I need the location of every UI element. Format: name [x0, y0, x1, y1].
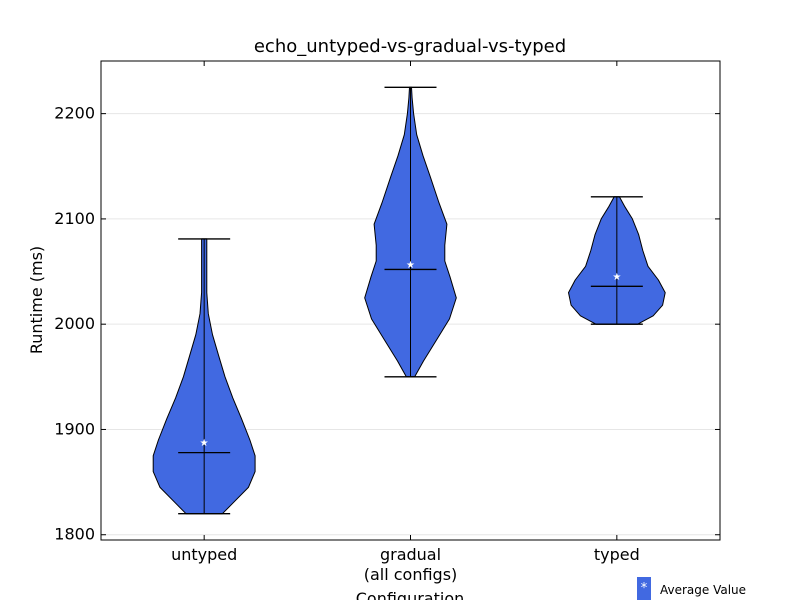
y-tick-label: 1900: [54, 419, 95, 438]
y-axis: 1800 1900 2000 2100 2200: [54, 104, 720, 544]
legend-star-icon: *: [641, 581, 648, 596]
y-tick-label: 1800: [54, 525, 95, 544]
violin-typed: ★: [568, 196, 666, 325]
violin-gradual: ★: [364, 86, 457, 378]
mean-star-icon: ★: [200, 438, 209, 449]
x-tick-label: gradual: [380, 545, 441, 564]
chart-title: echo_untyped-vs-gradual-vs-typed: [254, 36, 566, 57]
legend-swatch: [637, 577, 651, 600]
mean-star-icon: ★: [612, 272, 621, 283]
y-tick-label: 2000: [54, 314, 95, 333]
y-axis-label: Runtime (ms): [27, 246, 46, 354]
x-tick-sublabel: (all configs): [364, 565, 458, 584]
legend: * Average Value: [637, 577, 746, 600]
mean-star-icon: ★: [406, 260, 415, 271]
legend-label: Average Value: [660, 583, 746, 597]
x-axis: untyped gradual(all configs) typed: [171, 61, 640, 584]
y-tick-label: 2100: [54, 209, 95, 228]
violin-untyped: ★: [152, 238, 256, 515]
x-tick-label: untyped: [171, 545, 237, 564]
violins-layer: ★ ★ ★: [152, 86, 666, 515]
y-tick-label: 2200: [54, 104, 95, 123]
x-tick-label: typed: [594, 545, 640, 564]
x-axis-label: Configuration: [356, 589, 465, 600]
